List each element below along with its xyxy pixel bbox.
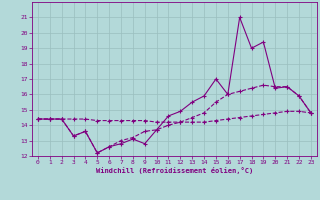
X-axis label: Windchill (Refroidissement éolien,°C): Windchill (Refroidissement éolien,°C) (96, 167, 253, 174)
